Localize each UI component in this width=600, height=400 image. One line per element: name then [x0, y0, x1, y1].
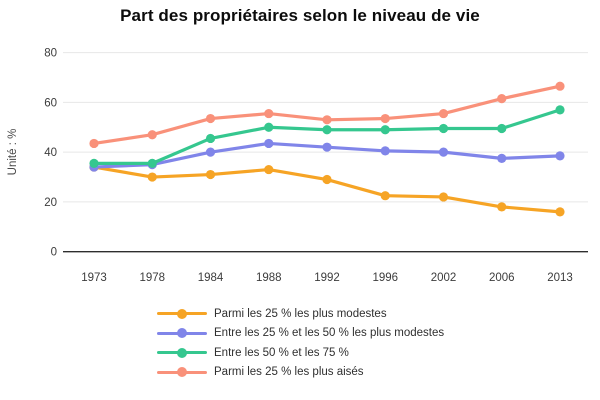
y-tick-label-60: 60 — [44, 97, 57, 109]
plot-area: 0 20 40 60 80 1973 1978 1984 1988 1992 1996 2002 200… — [7, 48, 588, 284]
x-tick-label-1984: 1984 — [198, 272, 224, 284]
chart-title: Part des propriétaires selon le niveau d… — [120, 6, 480, 25]
x-tick-label-2006: 2006 — [489, 272, 515, 284]
data-point-s3-1984[interactable] — [205, 113, 216, 124]
x-tick-label-1978: 1978 — [139, 272, 165, 284]
legend-item-1[interactable]: Entre les 25 % et les 50 % les plus mode… — [157, 324, 444, 344]
legend-marker-icon — [157, 347, 207, 358]
series-line-3 — [92, 84, 562, 146]
data-point-s1-2006[interactable] — [497, 153, 507, 163]
data-point-s0-2006[interactable] — [497, 202, 507, 212]
data-point-s2-1973[interactable] — [89, 158, 99, 168]
series-line-0 — [92, 165, 562, 214]
legend-marker-icon — [157, 367, 207, 378]
legend-label: Parmi les 25 % les plus modestes — [214, 307, 387, 320]
data-point-s1-2002[interactable] — [438, 147, 449, 157]
data-point-s2-1978[interactable] — [147, 158, 157, 168]
legend: Parmi les 25 % les plus modestes Entre le… — [157, 304, 444, 382]
x-tick-label-1996: 1996 — [372, 272, 398, 284]
y-tick-label-40: 40 — [44, 147, 57, 159]
legend-item-3[interactable]: Parmi les 25 % les plus aisés — [157, 363, 444, 383]
x-tick-label-1992: 1992 — [314, 272, 340, 284]
data-point-s2-2013[interactable] — [555, 105, 565, 115]
data-point-s1-1988[interactable] — [264, 138, 274, 149]
data-point-s0-1984[interactable] — [205, 169, 216, 180]
data-point-s0-2013[interactable] — [555, 207, 565, 217]
data-point-s2-2002[interactable] — [438, 123, 449, 134]
data-point-s3-2006[interactable] — [497, 94, 507, 104]
x-tick-label-1988: 1988 — [256, 272, 282, 284]
data-point-s3-1978[interactable] — [147, 130, 157, 140]
legend-label: Entre les 50 % et les 75 % — [214, 346, 349, 359]
legend-marker-icon — [157, 328, 207, 339]
data-point-s1-1996[interactable] — [380, 146, 390, 156]
data-point-s2-1992[interactable] — [322, 125, 332, 135]
legend-marker-icon — [157, 308, 207, 319]
data-point-s3-2002[interactable] — [438, 108, 449, 119]
y-tick-label-20: 20 — [44, 197, 57, 209]
x-tick-label-1973: 1973 — [81, 272, 107, 284]
data-point-s3-1996[interactable] — [380, 113, 390, 124]
data-point-s2-1988[interactable] — [264, 122, 274, 132]
y-tick-label-80: 80 — [44, 48, 57, 60]
y-axis-title: Unité : % — [7, 129, 19, 176]
legend-label: Parmi les 25 % les plus aisés — [214, 366, 364, 379]
data-point-s3-1992[interactable] — [322, 115, 332, 125]
data-point-s1-1992[interactable] — [322, 142, 332, 152]
data-point-s0-1992[interactable] — [322, 174, 332, 185]
data-point-s0-1988[interactable] — [264, 164, 274, 175]
data-point-s0-2002[interactable] — [438, 192, 449, 202]
data-point-s1-2013[interactable] — [555, 151, 565, 161]
data-point-s0-1978[interactable] — [147, 172, 157, 182]
legend-item-0[interactable]: Parmi les 25 % les plus modestes — [157, 304, 444, 324]
data-point-s2-1984[interactable] — [205, 133, 216, 144]
x-tick-label-2002: 2002 — [431, 272, 457, 284]
data-point-s2-1996[interactable] — [380, 125, 390, 135]
data-point-s0-1996[interactable] — [380, 191, 390, 201]
data-point-s3-1973[interactable] — [89, 138, 99, 149]
x-tick-label-2013: 2013 — [547, 272, 573, 284]
data-point-s3-2013[interactable] — [555, 81, 565, 91]
legend-label: Entre les 25 % et les 50 % les plus mode… — [214, 327, 445, 340]
y-tick-label-0: 0 — [51, 247, 57, 259]
data-point-s1-1984[interactable] — [205, 147, 216, 157]
legend-item-2[interactable]: Entre les 50 % et les 75 % — [157, 343, 444, 363]
data-point-s2-2006[interactable] — [497, 123, 507, 134]
data-point-s3-1988[interactable] — [264, 108, 274, 119]
